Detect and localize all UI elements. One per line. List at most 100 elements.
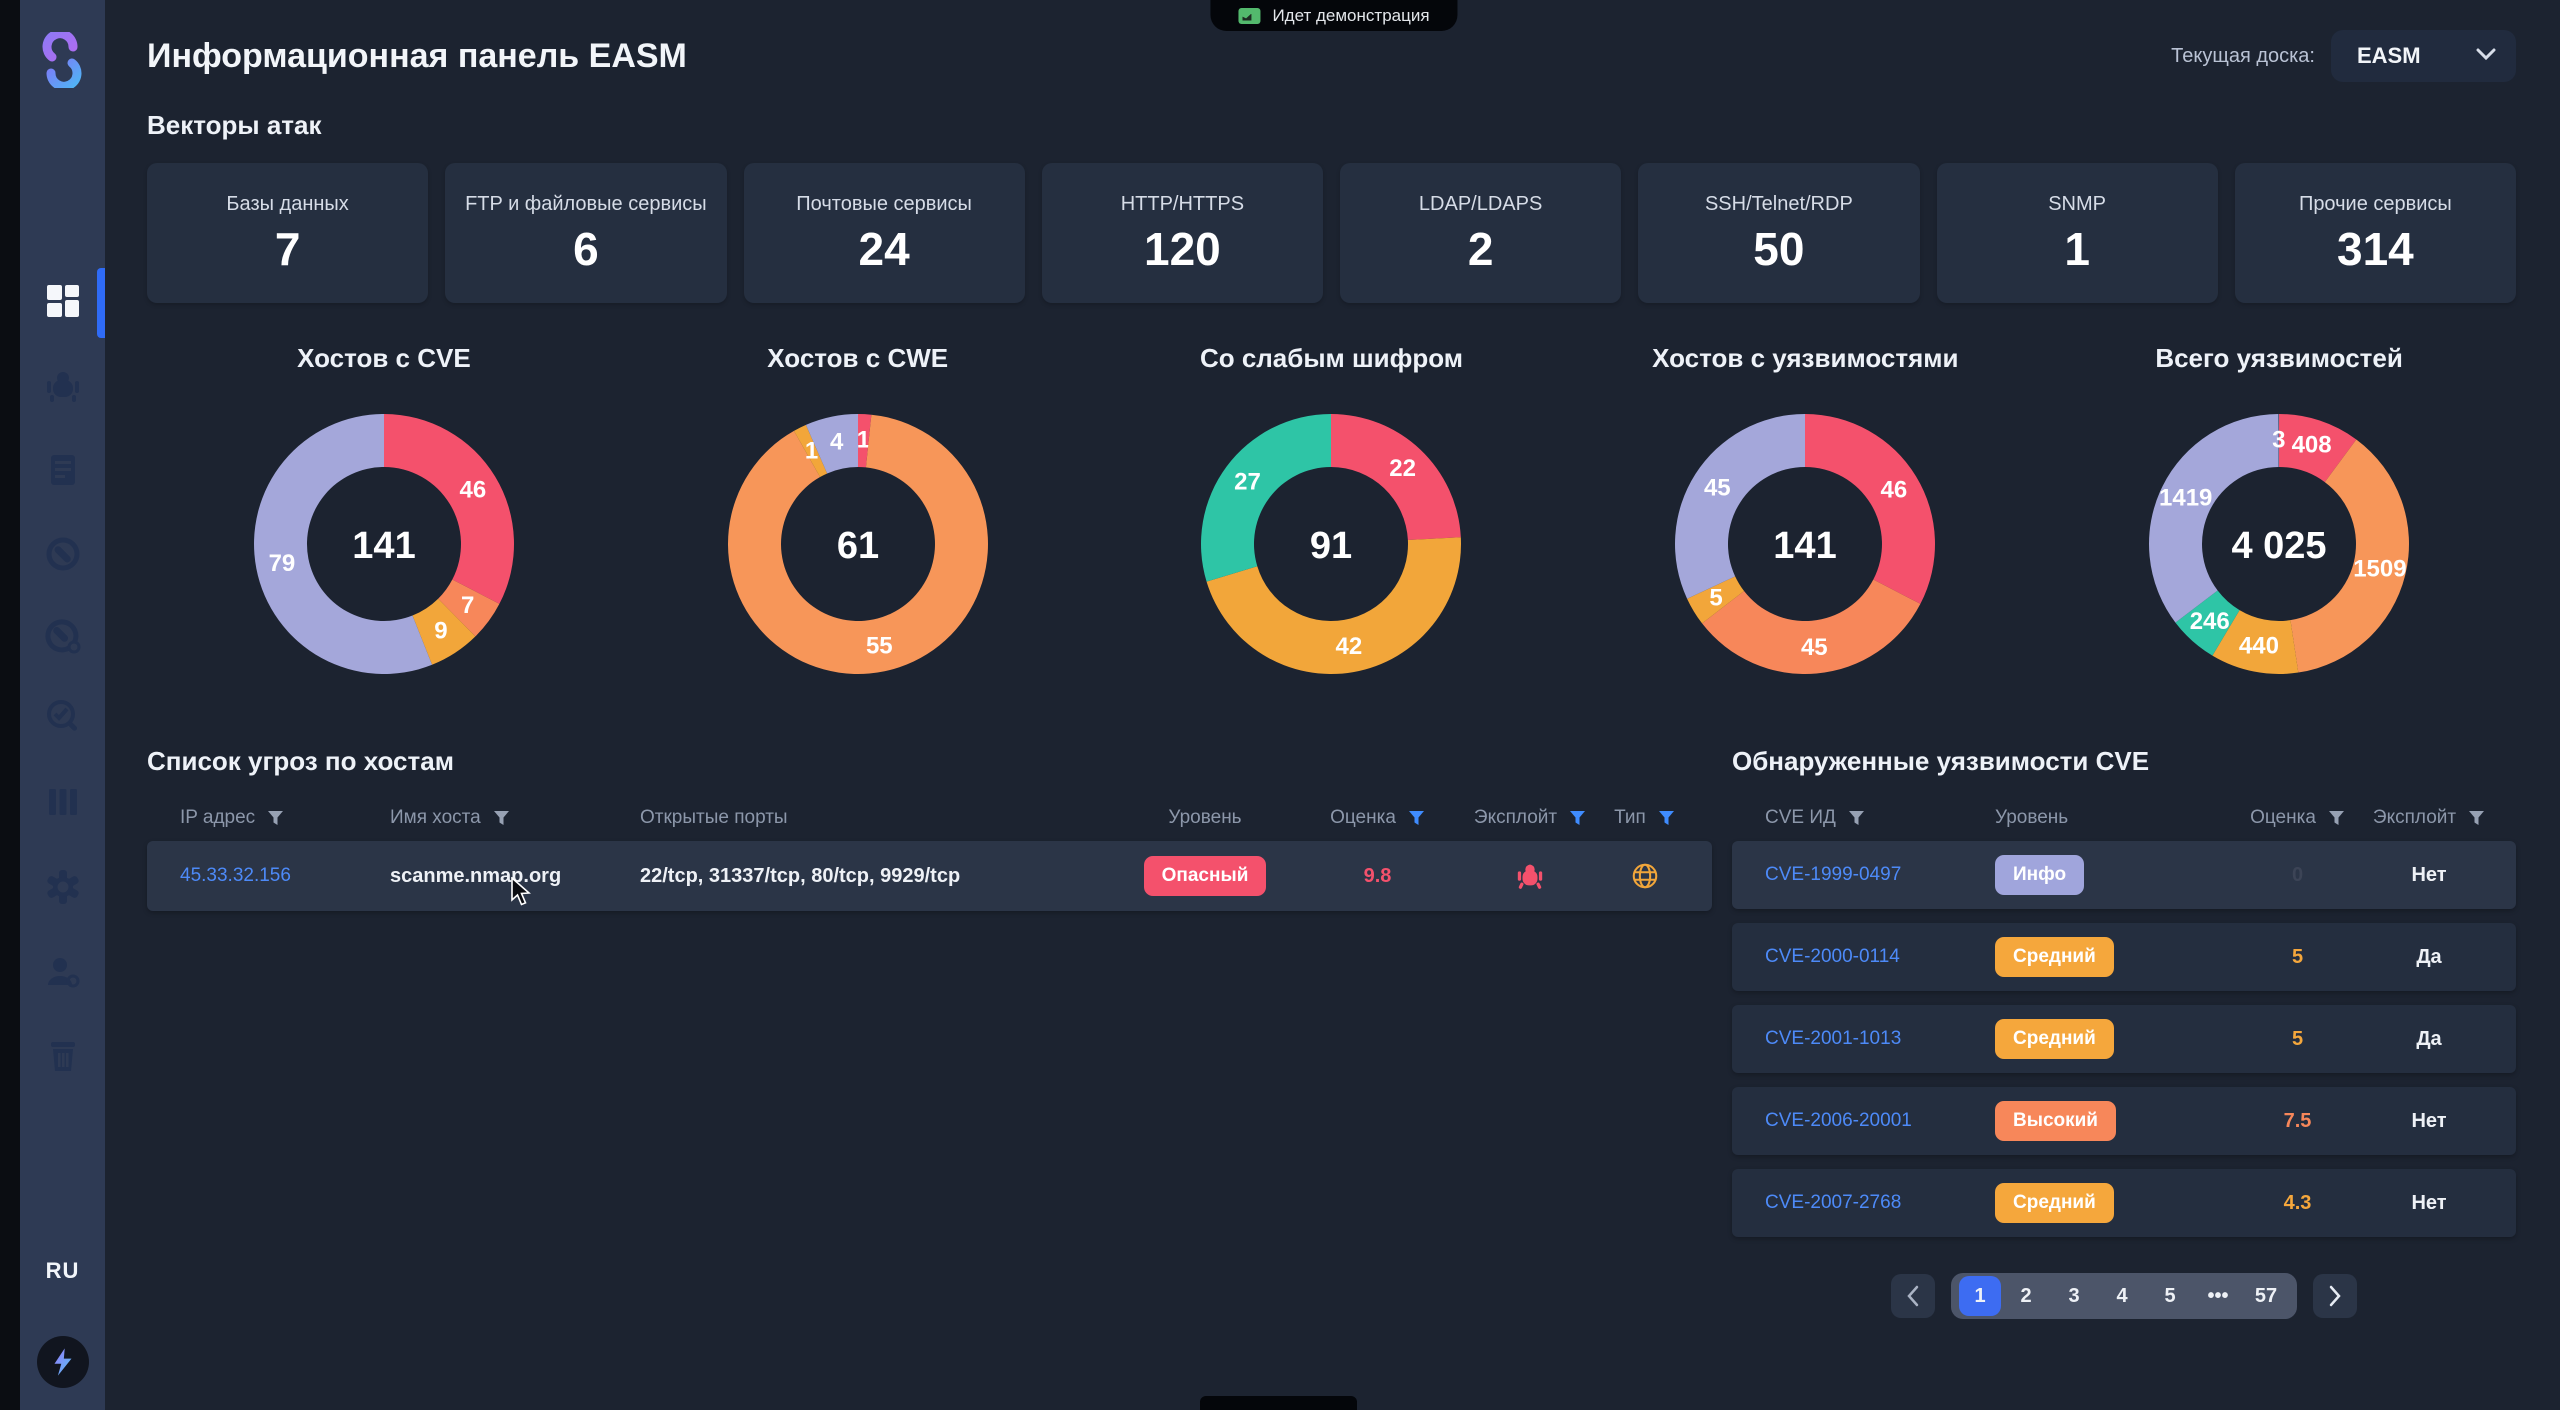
stat-card-value: 7 bbox=[274, 223, 301, 275]
filter-icon[interactable] bbox=[267, 810, 284, 827]
filter-icon-active[interactable] bbox=[1569, 810, 1586, 827]
pagination-next-button[interactable] bbox=[2313, 1274, 2357, 1318]
pagination-prev-button[interactable] bbox=[1891, 1274, 1935, 1318]
cve-row[interactable]: CVE-2001-1013 Средний 5 Да bbox=[1732, 1005, 2516, 1073]
col-type: Тип bbox=[1614, 807, 1646, 828]
cve-heading: Обнаруженные уязвимости CVE bbox=[1732, 746, 2150, 776]
score-value: 4.3 bbox=[2283, 1191, 2312, 1214]
threat-table-row[interactable]: 45.33.32.156 scanme.nmap.org 22/tcp, 313… bbox=[147, 841, 1712, 911]
report-icon bbox=[44, 451, 82, 494]
svg-text:46: 46 bbox=[459, 477, 486, 504]
donut-chart[interactable]: 408 1509 440 246 1419 3 4 025 bbox=[2119, 384, 2439, 704]
donut-chart[interactable]: 22 42 27 91 bbox=[1171, 384, 1491, 704]
demo-banner-text: Идет демонстрация bbox=[1272, 5, 1430, 25]
level-badge: Средний bbox=[1995, 937, 2114, 977]
exploit-flag: Нет bbox=[2411, 1191, 2447, 1214]
scan-icon bbox=[44, 617, 82, 660]
score-value: 0 bbox=[2291, 863, 2304, 886]
donut-title: Со слабым шифром bbox=[1199, 343, 1464, 373]
svg-text:4 025: 4 025 bbox=[2232, 525, 2327, 567]
bug-icon bbox=[44, 367, 82, 410]
stat-card-label: Почтовые сервисы bbox=[796, 193, 972, 215]
threats-table-header: IP адрес Имя хоста Открытые порты Уровен… bbox=[147, 795, 1712, 841]
sidebar-item-vulnerabilities[interactable] bbox=[20, 362, 105, 414]
stat-card-label: LDAP/LDAPS bbox=[1418, 193, 1543, 215]
sidebar-item-dashboard[interactable] bbox=[20, 268, 105, 338]
svg-text:246: 246 bbox=[2190, 608, 2230, 635]
donut-hosts-vulns: Хостов с уязвимостями 46 45 5 45 141 bbox=[1568, 343, 2042, 704]
donut-charts-row: Хостов с CVE 46 7 9 79 141 Хостов с CWE 1 55 1… bbox=[147, 343, 2516, 704]
col-ports: Открытые порты bbox=[640, 807, 788, 828]
level-badge: Опасный bbox=[1143, 856, 1267, 896]
page-ellipsis[interactable]: ••• bbox=[2207, 1284, 2229, 1307]
cve-row[interactable]: CVE-2000-0114 Средний 5 Да bbox=[1732, 923, 2516, 991]
page-title: Информационная панель EASM bbox=[147, 36, 687, 75]
cve-row[interactable]: CVE-2006-20001 Высокий 7.5 Нет bbox=[1732, 1087, 2516, 1155]
level-badge: Инфо bbox=[1995, 855, 2085, 895]
page-button[interactable]: 2 bbox=[2020, 1284, 2032, 1307]
board-select[interactable]: EASM bbox=[2331, 30, 2516, 82]
cve-id-link[interactable]: CVE-2007-2768 bbox=[1765, 1192, 1902, 1213]
col-score: Оценка bbox=[1330, 807, 1396, 828]
sidebar-item-users[interactable] bbox=[20, 948, 105, 1000]
columns-icon bbox=[44, 783, 82, 826]
svg-text:1: 1 bbox=[856, 427, 869, 454]
cve-row[interactable]: CVE-1999-0497 Инфо 0 Нет bbox=[1732, 841, 2516, 909]
filter-icon-active[interactable] bbox=[1408, 810, 1425, 827]
filter-icon[interactable] bbox=[2468, 810, 2485, 827]
gauge-icon bbox=[44, 535, 82, 578]
cve-id-link[interactable]: CVE-2001-1013 bbox=[1765, 1028, 1902, 1049]
donut-chart[interactable]: 46 45 5 45 141 bbox=[1645, 384, 1965, 704]
svg-text:440: 440 bbox=[2239, 633, 2279, 660]
sidebar-item-audit[interactable] bbox=[20, 693, 105, 745]
sidebar-item-scan[interactable] bbox=[20, 612, 105, 664]
stat-card: Базы данных 7 bbox=[147, 163, 429, 303]
filter-icon[interactable] bbox=[493, 810, 510, 827]
svg-text:46: 46 bbox=[1881, 477, 1908, 504]
host-name: scanme.nmap.org bbox=[390, 864, 562, 887]
svg-text:9: 9 bbox=[434, 618, 447, 645]
cve-id-link[interactable]: CVE-1999-0497 bbox=[1765, 864, 1902, 885]
col-ip: IP адрес bbox=[180, 807, 256, 828]
filter-icon-active[interactable] bbox=[1658, 810, 1675, 827]
page-button[interactable]: 57 bbox=[2254, 1284, 2278, 1307]
sidebar-item-gauge[interactable] bbox=[20, 530, 105, 582]
user-avatar[interactable] bbox=[37, 1336, 89, 1388]
app-logo[interactable] bbox=[34, 29, 90, 91]
page-button[interactable]: 5 bbox=[2164, 1284, 2176, 1307]
col-score: Оценка bbox=[2250, 807, 2316, 828]
donut-chart[interactable]: 46 79 79 141 bbox=[224, 384, 544, 704]
page-button[interactable]: 4 bbox=[2116, 1284, 2128, 1307]
svg-text:79: 79 bbox=[268, 550, 295, 577]
stat-card: HTTP/HTTPS 120 bbox=[1041, 163, 1323, 303]
svg-text:3: 3 bbox=[2272, 427, 2285, 454]
level-badge: Средний bbox=[1995, 1183, 2114, 1223]
col-exploit: Эксплойт bbox=[2372, 807, 2457, 828]
sidebar-item-settings[interactable] bbox=[20, 863, 105, 915]
cve-id-link[interactable]: CVE-2000-0114 bbox=[1765, 946, 1900, 967]
cve-row[interactable]: CVE-2007-2768 Средний 4.3 Нет bbox=[1732, 1169, 2516, 1237]
sidebar-item-reports[interactable] bbox=[20, 446, 105, 498]
bottom-clipped-overlay bbox=[1200, 1396, 1357, 1410]
type-globe-icon bbox=[1610, 861, 1679, 891]
mouse-cursor bbox=[510, 876, 536, 912]
cve-id-link[interactable]: CVE-2006-20001 bbox=[1765, 1110, 1912, 1131]
score-value: 9.8 bbox=[1363, 864, 1392, 887]
stat-card-label: FTP и файловые сервисы bbox=[465, 193, 707, 215]
main-content: Идет демонстрация Информационная панель … bbox=[105, 0, 2560, 1410]
sidebar-item-columns[interactable] bbox=[20, 778, 105, 830]
sidebar-item-trash[interactable] bbox=[20, 1032, 105, 1084]
filter-icon[interactable] bbox=[1848, 810, 1865, 827]
page-button[interactable]: 1 bbox=[1959, 1276, 2001, 1316]
host-ip-link[interactable]: 45.33.32.156 bbox=[180, 865, 291, 886]
svg-text:61: 61 bbox=[837, 525, 879, 567]
language-switch[interactable]: RU bbox=[45, 1258, 80, 1283]
svg-text:1419: 1419 bbox=[2159, 485, 2212, 512]
svg-text:408: 408 bbox=[2292, 432, 2332, 459]
stat-card: LDAP/LDAPS 2 bbox=[1340, 163, 1622, 303]
filter-icon[interactable] bbox=[2328, 810, 2345, 827]
stat-card-label: Прочие сервисы bbox=[2298, 193, 2452, 215]
page-button[interactable]: 3 bbox=[2068, 1284, 2080, 1307]
